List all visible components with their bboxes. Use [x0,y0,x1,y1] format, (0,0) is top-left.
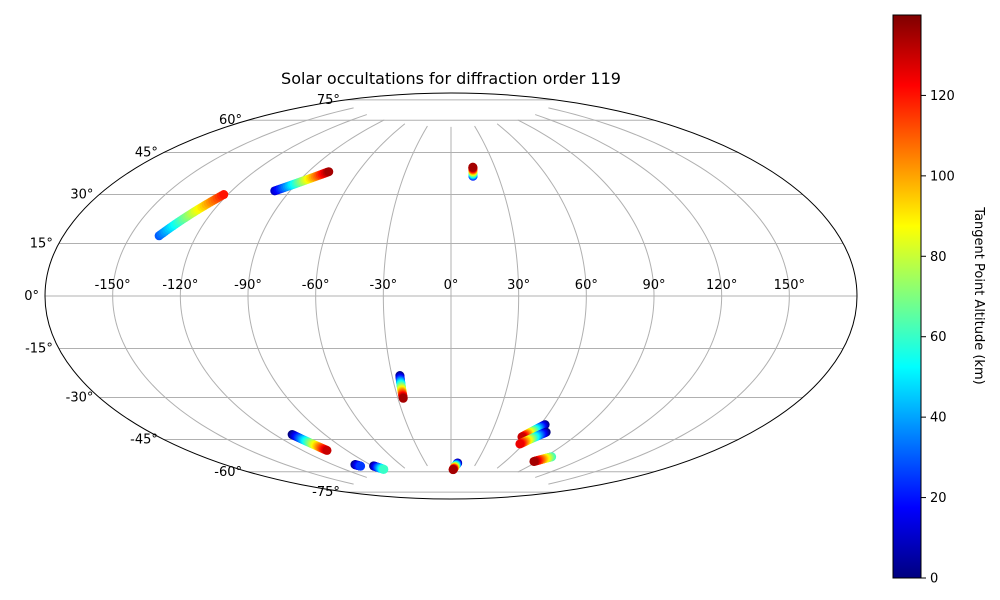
meridian-line [535,114,723,478]
latitude-tick-label: -75° [312,485,340,500]
longitude-tick-label: -60° [302,278,330,293]
latitude-tick-label: 15° [30,236,53,251]
latitude-tick-labels: 75° 60° 45° 30° 15° 0° -15° -30° -45° -60° -75° [24,93,340,500]
data-point [398,393,408,403]
meridian-line [315,123,406,469]
colorbar-tick-label: 80 [930,250,947,265]
data-point [468,162,478,172]
data-point [448,465,458,475]
latitude-tick-label: 0° [24,289,39,304]
longitude-tick-label: 60° [575,278,598,293]
colorbar-tick-label: 60 [930,330,947,345]
longitude-tick-label: -30° [369,278,397,293]
longitude-tick-label: 0° [444,278,459,293]
graticule [45,99,857,493]
meridian-line [179,114,367,478]
colorbar-tick-label: 20 [930,491,947,506]
chart-title: Solar occultations for diffraction order… [281,69,621,88]
latitude-tick-label: 60° [219,113,242,128]
colorbar-tick-label: 120 [930,89,955,104]
data-point [515,439,525,449]
colorbar [892,14,922,579]
data-point [356,461,366,471]
colorbar-ticks: 0 20 40 60 80 100 120 [921,89,955,587]
colorbar-tick-label: 0 [930,572,938,587]
data-point [324,167,334,177]
meridian-line [496,123,587,469]
longitude-tick-label: 120° [706,278,737,293]
data-point [219,190,229,200]
map-outline [44,92,858,500]
data-point [379,464,389,474]
data-point [322,445,332,455]
data-point [529,456,539,466]
colorbar-tick-label: 40 [930,411,947,426]
meridian-line [382,125,428,467]
longitude-tick-label: 30° [507,278,530,293]
colorbar-label: Tangent Point Altitude (km) [971,206,986,384]
latitude-tick-label: 75° [317,93,340,108]
latitude-tick-label: -15° [25,342,53,357]
longitude-tick-label: -150° [95,278,131,293]
meridian-line [247,119,385,473]
meridian-line [112,107,354,485]
latitude-tick-label: 45° [135,145,158,160]
meridian-line [517,119,655,473]
longitude-tick-labels: -150° -120° -90° -60° -30° 0° 30° 60° 90° 120° 150… [95,278,805,293]
longitude-tick-label: -90° [234,278,262,293]
occultation-tracks [154,162,557,475]
latitude-tick-label: 30° [70,188,93,203]
meridian-line [548,107,790,485]
longitude-tick-label: 150° [774,278,805,293]
meridian-line [474,125,520,467]
latitude-tick-label: -45° [130,433,158,448]
longitude-tick-label: -120° [162,278,198,293]
latitude-tick-label: -30° [66,391,94,406]
longitude-tick-label: 90° [642,278,665,293]
latitude-tick-label: -60° [214,465,242,480]
colorbar-tick-label: 100 [930,169,955,184]
